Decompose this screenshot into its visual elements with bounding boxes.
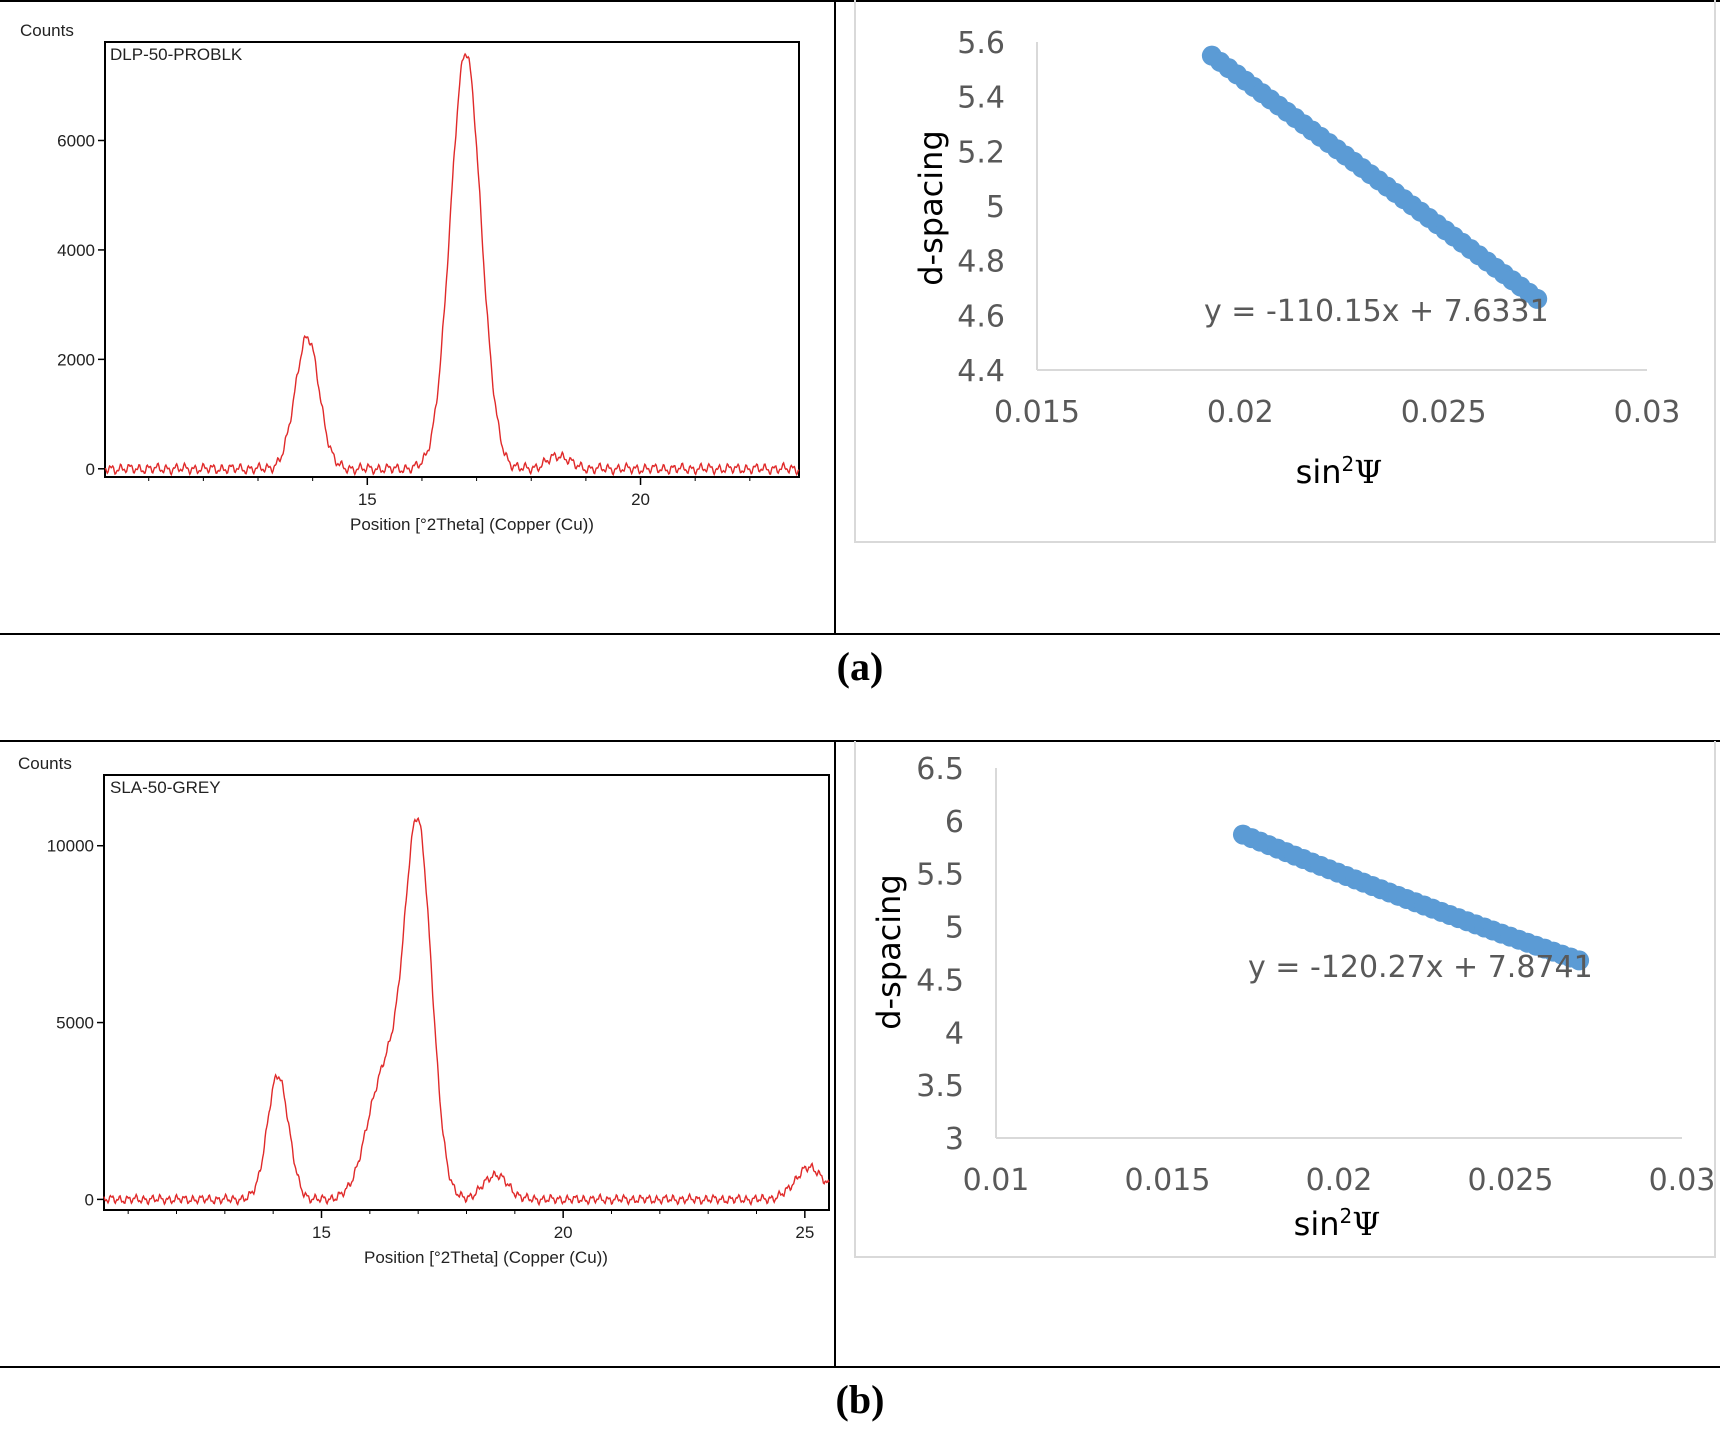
x-tick-label: 0.02	[1207, 395, 1274, 430]
xrd-minor-ticks	[148, 477, 751, 481]
x-tick-label: 15	[312, 1223, 331, 1242]
xrd-ylabel: Counts	[18, 754, 72, 773]
x-tick-label: 0.01	[963, 1163, 1030, 1198]
sin2psi-xlabel: sin2Ψ	[1294, 1204, 1381, 1243]
xrd-pattern-line	[104, 52, 800, 477]
y-tick-label: 6	[945, 805, 964, 840]
x-tick-label: 20	[554, 1223, 573, 1242]
y-tick-label: 0	[85, 1190, 94, 1209]
y-tick-label: 4.4	[957, 354, 1005, 389]
x-tick-label: 0.025	[1401, 395, 1487, 430]
y-tick-label: 5.5	[916, 858, 964, 893]
xrd-plot-frame	[104, 41, 800, 478]
sin2psi-chart-b: 33.544.555.566.5 0.01 0.015 0.02 0.025 0.03 …	[854, 741, 1716, 1258]
xrd-sample-title: DLP-50-PROBLK	[110, 45, 243, 64]
frame-row-a-bottom	[0, 633, 1720, 635]
xrd-xlabel: Position [°2Theta] (Copper (Cu))	[350, 515, 594, 534]
sin2psi-chart-border	[854, 741, 1716, 1258]
xrd-y-ticks: 0 2000 4000 6000	[57, 131, 105, 479]
y-tick-label: 5.6	[957, 26, 1005, 61]
xlabel-psi: Ψ	[1354, 453, 1382, 491]
xrd-minor-ticks	[127, 1210, 757, 1214]
x-tick-label: 0.015	[994, 395, 1080, 430]
y-tick-label: 4.6	[957, 299, 1005, 334]
frame-row-b-bottom	[0, 1366, 1720, 1368]
xrd-plot-frame	[103, 774, 830, 1211]
x-tick-label: 0.03	[1614, 395, 1681, 430]
sin2psi-x-ticks: 0.015 0.02 0.025 0.03	[994, 395, 1680, 430]
data-point	[1569, 950, 1590, 971]
sin2psi-y-ticks: 3 3.5 4 4.5 5 5.5 6 6.5	[916, 752, 964, 1157]
sin2psi-x-ticks: 0.01 0.015 0.02 0.025 0.03	[963, 1163, 1716, 1198]
x-tick-label: 0.025	[1468, 1163, 1554, 1198]
y-tick-label: 5.4	[957, 81, 1005, 116]
xrd-chart-b: Counts SLA-50-GREY 0 5000 10000 15 20 25 Pos…	[18, 754, 830, 1267]
xrd-ylabel: Counts	[20, 21, 74, 40]
y-tick-label: 2000	[57, 350, 95, 369]
xlabel-psi: Ψ	[1352, 1205, 1380, 1243]
y-tick-label: 6.5	[916, 752, 964, 787]
x-tick-label: 0.015	[1125, 1163, 1211, 1198]
xrd-x-ticks: 15 20	[358, 477, 650, 509]
y-tick-label: 3.5	[916, 1069, 964, 1104]
y-tick-label: 5	[986, 190, 1005, 225]
frame-row-b-top	[0, 740, 1720, 742]
caption-b: (b)	[835, 1377, 885, 1422]
y-tick-label: 4.8	[957, 245, 1005, 280]
frame-divider-a	[834, 0, 836, 634]
y-tick-label: 4000	[57, 241, 95, 260]
sin2psi-chart-border	[854, 0, 1716, 543]
xrd-xlabel: Position [°2Theta] (Copper (Cu))	[364, 1248, 608, 1267]
y-tick-label: 5000	[56, 1014, 94, 1033]
y-tick-label: 5.2	[957, 135, 1005, 170]
xlabel-sin: sin	[1294, 1205, 1340, 1243]
sin2psi-xlabel: sin2Ψ	[1296, 452, 1383, 491]
x-tick-label: 0.03	[1649, 1163, 1716, 1198]
sin2psi-y-ticks: 4.4 4.6 4.8 5 5.2 5.4 5.6	[957, 26, 1005, 389]
xrd-sample-title: SLA-50-GREY	[110, 778, 221, 797]
frame-top	[0, 0, 1720, 2]
y-tick-label: 0	[86, 460, 95, 479]
y-tick-label: 5	[945, 911, 964, 946]
y-tick-label: 4.5	[916, 963, 964, 998]
sin2psi-ylabel: d-spacing	[870, 874, 908, 1030]
xlabel-sin: sin	[1296, 453, 1342, 491]
y-tick-label: 3	[945, 1122, 964, 1157]
xrd-y-ticks: 0 5000 10000	[47, 837, 104, 1209]
sin2psi-trendline-label: y = -110.15x + 7.6331	[1204, 294, 1549, 329]
xlabel-sup: 2	[1342, 452, 1355, 476]
y-tick-label: 4	[945, 1016, 964, 1051]
sin2psi-ylabel: d-spacing	[912, 130, 950, 286]
xlabel-sup: 2	[1340, 1204, 1353, 1228]
xrd-x-ticks: 15 20 25	[312, 1210, 814, 1242]
y-tick-label: 6000	[57, 131, 95, 150]
x-tick-label: 0.02	[1306, 1163, 1373, 1198]
xrd-pattern-line	[103, 816, 830, 1207]
x-tick-label: 25	[795, 1223, 814, 1242]
y-tick-label: 10000	[47, 837, 94, 856]
sin2psi-points	[1201, 45, 1548, 309]
data-point	[1527, 288, 1548, 309]
sin2psi-chart-a: 4.4 4.6 4.8 5 5.2 5.4 5.6 0.015 0.02 0.025 0.03 y…	[854, 0, 1716, 543]
frame-divider-b	[834, 740, 836, 1367]
x-tick-label: 20	[631, 490, 650, 509]
x-tick-label: 15	[358, 490, 377, 509]
sin2psi-points	[1232, 824, 1590, 971]
sin2psi-trendline-label: y = -120.27x + 7.8741	[1248, 950, 1593, 985]
caption-a: (a)	[836, 644, 884, 689]
